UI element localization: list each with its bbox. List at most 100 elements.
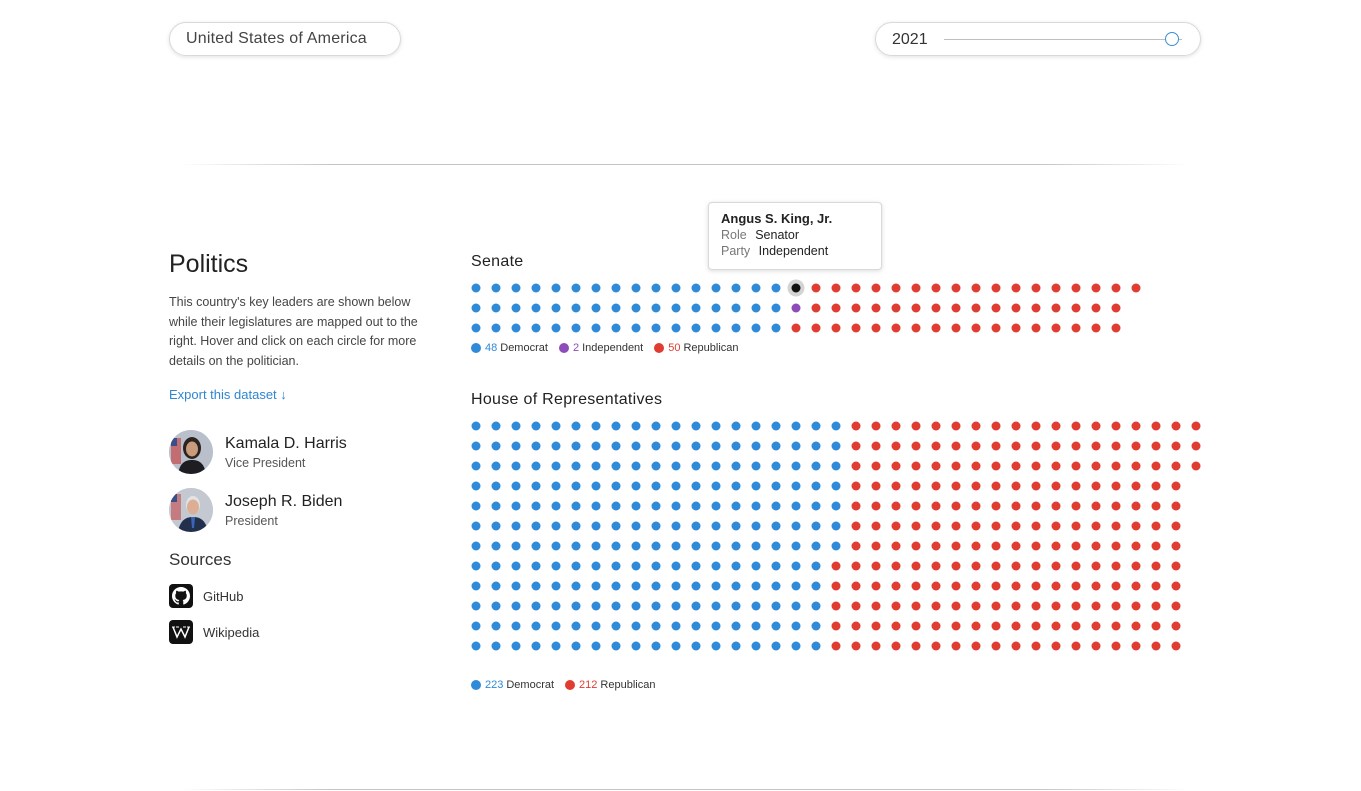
seat-republican[interactable] xyxy=(931,421,941,431)
seat-republican[interactable] xyxy=(1171,541,1181,551)
seat-republican[interactable] xyxy=(1031,283,1041,293)
seat-republican[interactable] xyxy=(891,461,901,471)
seat-democrat[interactable] xyxy=(591,461,601,471)
seat-republican[interactable] xyxy=(851,303,861,313)
seat-republican[interactable] xyxy=(1131,461,1141,471)
seat-democrat[interactable] xyxy=(551,303,561,313)
seat-republican[interactable] xyxy=(1111,481,1121,491)
seat-democrat[interactable] xyxy=(771,601,781,611)
seat-democrat[interactable] xyxy=(491,621,501,631)
seat-democrat[interactable] xyxy=(591,303,601,313)
seat-republican[interactable] xyxy=(891,581,901,591)
seat-democrat[interactable] xyxy=(551,521,561,531)
seat-republican[interactable] xyxy=(891,303,901,313)
seat-democrat[interactable] xyxy=(811,641,821,651)
seat-republican[interactable] xyxy=(1091,621,1101,631)
seat-democrat[interactable] xyxy=(591,621,601,631)
seat-republican[interactable] xyxy=(871,501,881,511)
seat-democrat[interactable] xyxy=(591,283,601,293)
seat-republican[interactable] xyxy=(1051,601,1061,611)
seat-republican[interactable] xyxy=(991,601,1001,611)
seat-democrat[interactable] xyxy=(651,641,661,651)
seat-democrat[interactable] xyxy=(811,461,821,471)
seat-democrat[interactable] xyxy=(531,421,541,431)
seat-democrat[interactable] xyxy=(631,303,641,313)
seat-republican[interactable] xyxy=(991,541,1001,551)
seat-republican[interactable] xyxy=(1171,601,1181,611)
seat-democrat[interactable] xyxy=(511,601,521,611)
seat-democrat[interactable] xyxy=(551,421,561,431)
seat-democrat[interactable] xyxy=(731,283,741,293)
seat-republican[interactable] xyxy=(811,303,821,313)
seat-democrat[interactable] xyxy=(571,621,581,631)
seat-republican[interactable] xyxy=(971,421,981,431)
seat-democrat[interactable] xyxy=(491,501,501,511)
seat-democrat[interactable] xyxy=(771,521,781,531)
seat-democrat[interactable] xyxy=(491,541,501,551)
seat-democrat[interactable] xyxy=(611,441,621,451)
seat-democrat[interactable] xyxy=(551,481,561,491)
seat-republican[interactable] xyxy=(1071,461,1081,471)
seat-republican[interactable] xyxy=(1131,283,1141,293)
seat-democrat[interactable] xyxy=(511,421,521,431)
seat-republican[interactable] xyxy=(1051,303,1061,313)
seat-republican[interactable] xyxy=(1131,621,1141,631)
seat-democrat[interactable] xyxy=(471,283,481,293)
seat-republican[interactable] xyxy=(851,421,861,431)
seat-republican[interactable] xyxy=(931,283,941,293)
seat-democrat[interactable] xyxy=(771,323,781,333)
seat-republican[interactable] xyxy=(1091,581,1101,591)
seat-republican[interactable] xyxy=(1171,461,1181,471)
seat-democrat[interactable] xyxy=(751,323,761,333)
seat-democrat[interactable] xyxy=(671,461,681,471)
seat-republican[interactable] xyxy=(991,323,1001,333)
seat-republican[interactable] xyxy=(931,303,941,313)
seat-democrat[interactable] xyxy=(511,641,521,651)
seat-democrat[interactable] xyxy=(691,283,701,293)
seat-republican[interactable] xyxy=(1151,561,1161,571)
seat-republican[interactable] xyxy=(1091,541,1101,551)
seat-republican[interactable] xyxy=(831,601,841,611)
seat-republican[interactable] xyxy=(951,441,961,451)
seat-democrat[interactable] xyxy=(591,421,601,431)
seat-democrat[interactable] xyxy=(731,461,741,471)
seat-democrat[interactable] xyxy=(591,561,601,571)
seat-democrat[interactable] xyxy=(831,501,841,511)
seat-democrat[interactable] xyxy=(511,541,521,551)
seat-democrat[interactable] xyxy=(791,441,801,451)
seat-republican[interactable] xyxy=(951,541,961,551)
seat-republican[interactable] xyxy=(911,283,921,293)
seat-democrat[interactable] xyxy=(711,481,721,491)
seat-republican[interactable] xyxy=(1051,461,1061,471)
source-wikipedia[interactable]: Wikipedia xyxy=(169,620,259,644)
seat-democrat[interactable] xyxy=(551,621,561,631)
seat-republican[interactable] xyxy=(1111,461,1121,471)
seat-democrat[interactable] xyxy=(691,641,701,651)
seat-republican[interactable] xyxy=(1151,601,1161,611)
seat-democrat[interactable] xyxy=(611,601,621,611)
seat-republican[interactable] xyxy=(1031,581,1041,591)
seat-republican[interactable] xyxy=(911,421,921,431)
seat-democrat[interactable] xyxy=(631,581,641,591)
seat-democrat[interactable] xyxy=(491,481,501,491)
seat-democrat[interactable] xyxy=(651,601,661,611)
seat-republican[interactable] xyxy=(1131,481,1141,491)
seat-democrat[interactable] xyxy=(531,561,541,571)
seat-republican[interactable] xyxy=(1131,501,1141,511)
seat-republican[interactable] xyxy=(931,481,941,491)
seat-democrat[interactable] xyxy=(471,541,481,551)
seat-republican[interactable] xyxy=(971,303,981,313)
seat-democrat[interactable] xyxy=(611,421,621,431)
seat-democrat[interactable] xyxy=(711,521,721,531)
seat-democrat[interactable] xyxy=(591,323,601,333)
seat-democrat[interactable] xyxy=(771,303,781,313)
seat-democrat[interactable] xyxy=(471,481,481,491)
seat-republican[interactable] xyxy=(1051,501,1061,511)
seat-democrat[interactable] xyxy=(571,561,581,571)
seat-democrat[interactable] xyxy=(771,481,781,491)
seat-republican[interactable] xyxy=(971,601,981,611)
seat-democrat[interactable] xyxy=(491,561,501,571)
seat-republican[interactable] xyxy=(991,621,1001,631)
seat-republican[interactable] xyxy=(1031,441,1041,451)
seat-democrat[interactable] xyxy=(811,481,821,491)
